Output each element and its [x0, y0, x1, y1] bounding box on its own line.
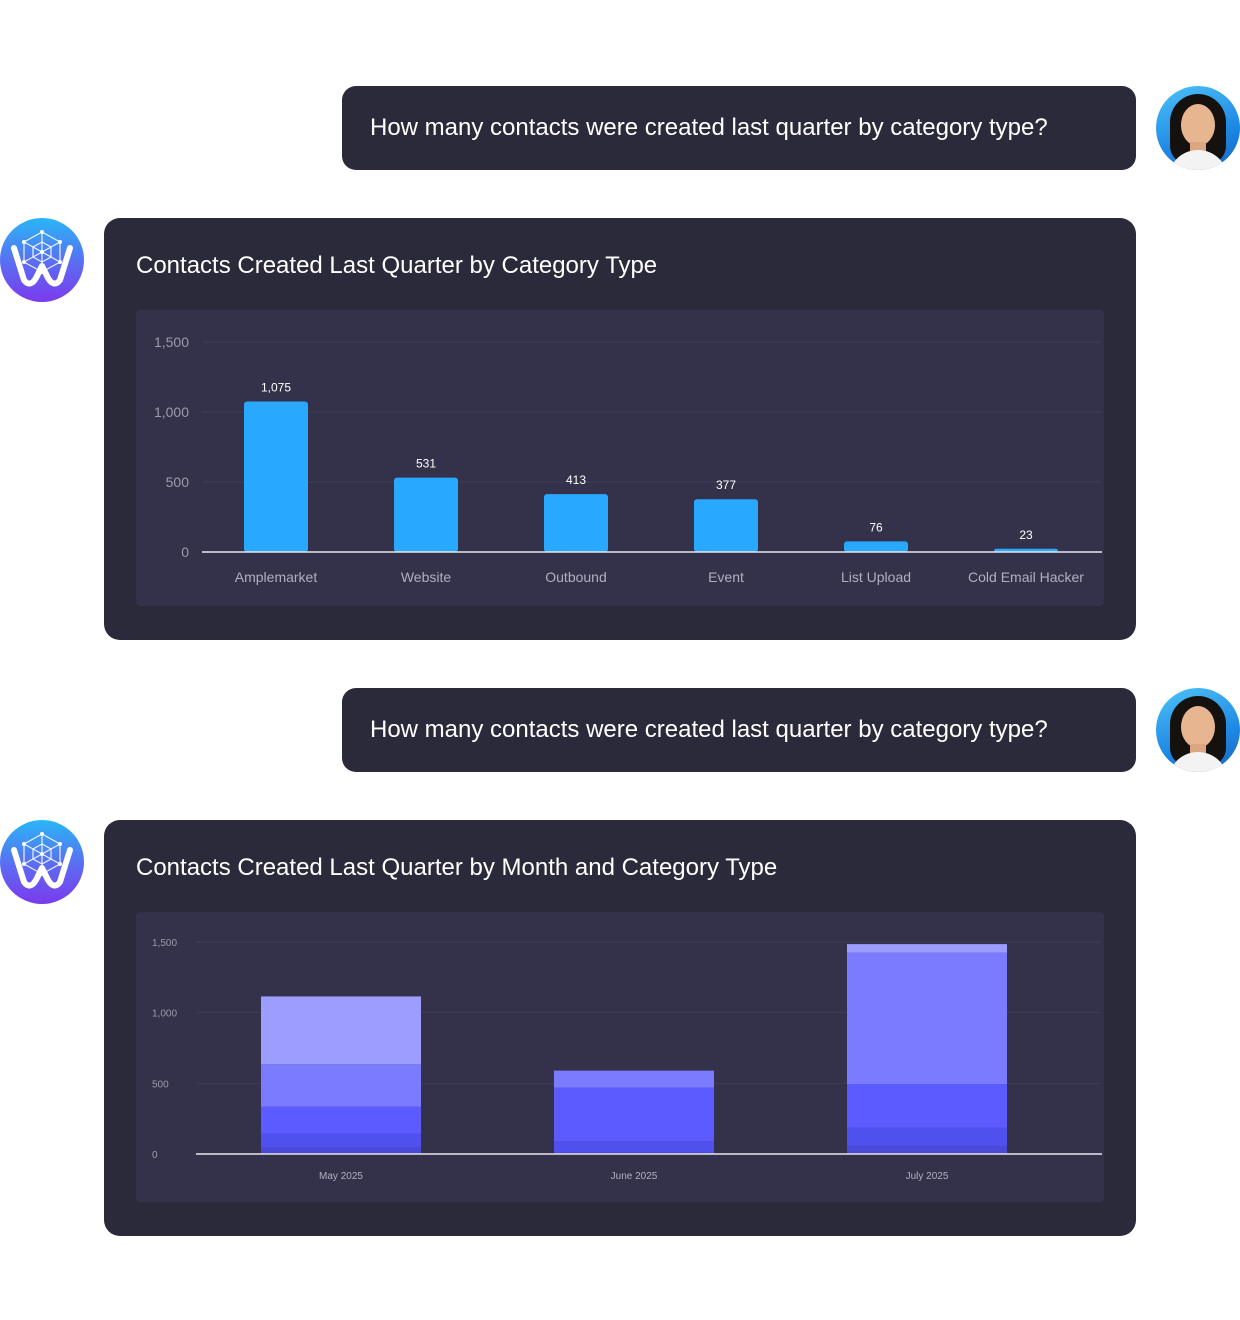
x-tick-label: June 2025 [611, 1171, 658, 1182]
stack-segment [554, 1070, 714, 1088]
chart-title: Contacts Created Last Quarter by Month a… [136, 854, 778, 881]
data-label: 76 [869, 520, 883, 534]
data-label: 531 [416, 457, 436, 471]
user-message-bubble: How many contacts were created last quar… [342, 688, 1136, 772]
y-tick-label: 0 [181, 544, 189, 560]
bar [844, 541, 908, 552]
stack-segment [847, 1146, 1007, 1154]
user-avatar-photo [1156, 688, 1240, 772]
stack-segment [554, 1087, 714, 1142]
chart-plot-area: 0 500 1,000 1,500 May 2025 June 2025 July 2025 [136, 912, 1104, 1202]
data-label: 377 [716, 478, 736, 492]
stacked-bar-chart-month: 0 500 1,000 1,500 May 2025 June 2025 July 2025 [152, 938, 1102, 1182]
data-label: 413 [566, 473, 586, 487]
user-message-text: How many contacts were created last quar… [370, 114, 1048, 141]
bar [394, 477, 458, 552]
data-label: 23 [1019, 528, 1033, 542]
stack-segment [847, 944, 1007, 953]
x-tick-label: Amplemarket [235, 569, 318, 585]
y-tick-label: 0 [152, 1150, 158, 1161]
y-tick-label: 1,500 [152, 938, 177, 949]
x-tick-label: List Upload [841, 569, 911, 585]
y-tick-label: 500 [152, 1079, 169, 1090]
stack-segment [261, 1064, 421, 1107]
y-tick-label: 500 [166, 474, 190, 490]
x-tick-label: Website [401, 569, 452, 585]
bar-chart-category: 0 500 1,000 1,500 1,075 Amplemarket 531 Website… [154, 334, 1102, 585]
y-tick-label: 1,000 [154, 404, 189, 420]
bar [544, 494, 608, 552]
chart-card-month: Contacts Created Last Quarter by Month a… [104, 820, 1136, 1236]
x-tick-label: July 2025 [906, 1171, 949, 1182]
bar [694, 499, 758, 552]
y-tick-label: 1,000 [152, 1009, 177, 1020]
x-tick-label: May 2025 [319, 1171, 363, 1182]
user-message-text: How many contacts were created last quar… [370, 716, 1048, 743]
stack-segment [847, 952, 1007, 1085]
user-avatar-photo [1156, 86, 1240, 170]
assistant-logo-icon [0, 820, 84, 904]
stack-segment [847, 1084, 1007, 1128]
stack-segment [554, 1141, 714, 1153]
bar [244, 401, 308, 552]
stack-segment [261, 1106, 421, 1134]
y-tick-label: 1,500 [154, 334, 189, 350]
data-label: 1,075 [261, 381, 291, 395]
chart-card-category: Contacts Created Last Quarter by Categor… [104, 218, 1136, 640]
stack-segment [261, 996, 421, 1065]
chart-title: Contacts Created Last Quarter by Categor… [136, 252, 658, 279]
x-tick-label: Outbound [545, 569, 607, 585]
user-message-bubble: How many contacts were created last quar… [342, 86, 1136, 170]
stack-segment [261, 1133, 421, 1148]
x-tick-label: Event [708, 569, 744, 585]
x-tick-label: Cold Email Hacker [968, 569, 1084, 585]
assistant-logo-icon [0, 218, 84, 302]
bar [994, 548, 1058, 552]
stack-segment [261, 1147, 421, 1154]
chart-plot-area: 0 500 1,000 1,500 1,075 Amplemarket 531 Website… [136, 310, 1104, 606]
stack-segment [847, 1127, 1007, 1147]
